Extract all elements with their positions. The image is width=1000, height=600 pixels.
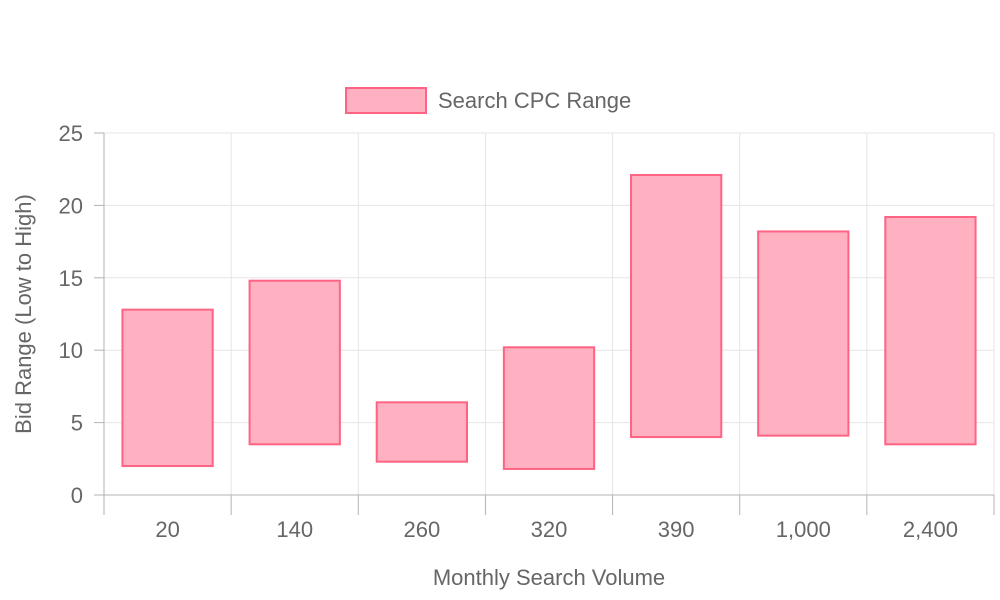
axes-layer (103, 133, 994, 496)
y-tick-label: 5 (71, 411, 83, 436)
x-tick-label: 260 (403, 517, 440, 542)
y-tick-label: 25 (59, 121, 83, 146)
range-bar (375, 401, 468, 463)
range-bar (630, 173, 723, 439)
legend-swatch[interactable] (345, 87, 427, 114)
x-tick-label: 320 (531, 517, 568, 542)
range-bar (502, 346, 596, 470)
y-tick-label: 15 (59, 266, 83, 291)
range-bar (248, 279, 341, 446)
legend[interactable]: Search CPC Range (345, 87, 631, 114)
x-axis-title: Monthly Search Volume (433, 565, 665, 590)
range-bar (757, 230, 850, 437)
x-tick-label: 390 (658, 517, 695, 542)
ticks-layer: 0 5 10 15 20 25 20 140 260 320 390 1,000 2,400 (59, 121, 995, 542)
y-tick-label: 20 (59, 193, 83, 218)
y-axis-title: Bid Range (Low to High) (11, 194, 36, 434)
y-tick-label: 0 (71, 483, 83, 508)
x-tick-label: 1,000 (776, 517, 831, 542)
bars-layer (121, 173, 977, 470)
legend-label[interactable]: Search CPC Range (438, 88, 631, 113)
x-tick-label: 140 (276, 517, 313, 542)
x-tick-label: 2,400 (903, 517, 958, 542)
range-bar (121, 308, 214, 468)
range-bar (884, 215, 977, 446)
y-tick-label: 10 (59, 338, 83, 363)
x-tick-label: 20 (155, 517, 179, 542)
